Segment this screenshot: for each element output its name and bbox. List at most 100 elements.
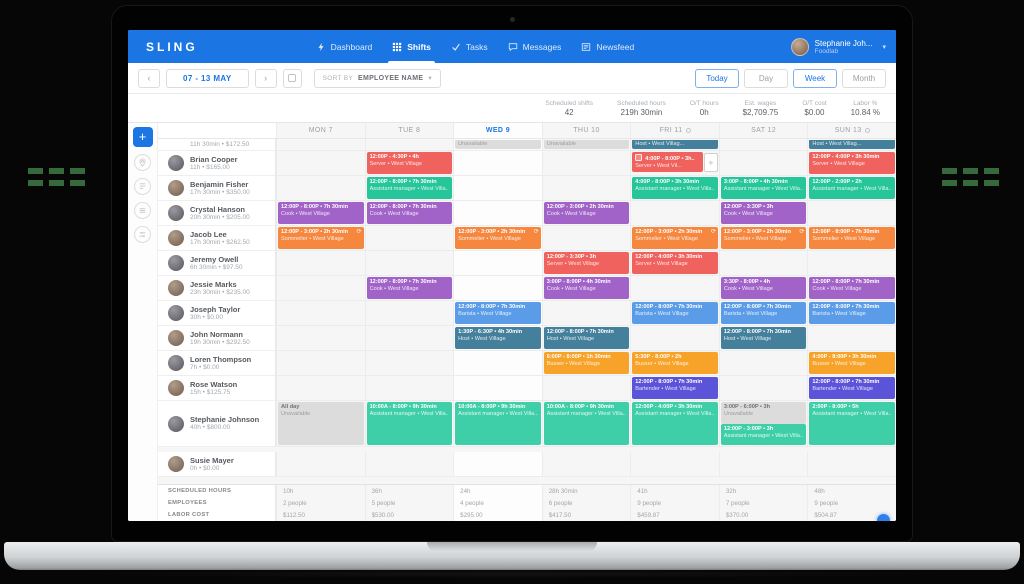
day-cell[interactable]: [276, 452, 365, 477]
user-menu[interactable]: Stephanie Joh... Foodlab ▾: [790, 37, 886, 56]
day-cell[interactable]: 12:00P - 8:00P • 7h 30min Assistant manag…: [364, 176, 454, 201]
day-cell[interactable]: [630, 452, 719, 477]
shift-chip[interactable]: 12:00P - 8:00P • 7h 30min Host • West Vil…: [720, 327, 807, 349]
day-cell[interactable]: 12:00P - 3:00P • 2h 30min Sommelier • Wes…: [630, 226, 719, 251]
day-cell[interactable]: [541, 176, 631, 201]
day-cell[interactable]: 12:00P - 4:30P • 4h Server • West Village: [364, 151, 454, 176]
shift-chip[interactable]: 12:00P - 3:30P • 3h Server • West Village: [543, 252, 630, 274]
day-cell[interactable]: [276, 276, 365, 301]
day-cell[interactable]: 12:00P - 8:00P • 7h 30min Cook • West Vil…: [364, 201, 454, 226]
shift-chip[interactable]: 12:00P - 8:00P • 7h 30min Cook • West Vil…: [278, 202, 364, 224]
day-cell[interactable]: 6:00P - 8:00P • 1h 30min Busser • West Vi…: [541, 351, 631, 376]
day-cell[interactable]: [453, 176, 542, 201]
day-cell[interactable]: [364, 376, 454, 401]
day-cell[interactable]: 10:00A - 8:00P • 9h 30min Assistant manag…: [541, 401, 631, 447]
shift-chip[interactable]: Unavailable: [543, 140, 630, 149]
day-cell[interactable]: 3:00P - 6:00P • 3h Unavailable 12:00P - 3:…: [718, 401, 808, 447]
shift-chip[interactable]: Host • West Villag...: [632, 140, 718, 149]
day-cell[interactable]: 3:30P - 8:00P • 4h Cook • West Village: [718, 276, 808, 301]
day-cell[interactable]: 12:00P - 3:00P • 2h 30min Sommelier • Wes…: [718, 226, 808, 251]
day-cell[interactable]: [453, 351, 542, 376]
day-cell[interactable]: [630, 201, 719, 226]
day-cell[interactable]: [276, 139, 365, 151]
sort-by-dropdown[interactable]: SORT BY EMPLOYEE NAME ▾: [313, 68, 441, 88]
employee-cell[interactable]: 11h 30min • $172.50: [158, 139, 276, 151]
shift-chip[interactable]: 3:00P - 8:00P • 4h 30min Cook • West Vill…: [543, 277, 630, 299]
nav-item-messages[interactable]: Messages: [508, 30, 561, 63]
day-cell[interactable]: 10:00A - 8:00P • 9h 30min Assistant manag…: [364, 401, 454, 447]
day-cell[interactable]: 3:00P - 8:00P • 4h 30min Assistant manage…: [718, 176, 808, 201]
shift-chip[interactable]: 12:00P - 8:00P • 7h 30min Barista • West …: [720, 302, 807, 324]
day-cell[interactable]: [453, 151, 542, 176]
shift-chip[interactable]: 12:00P - 3:00P • 2h 30min Sommelier • Wes…: [720, 227, 807, 249]
day-cell[interactable]: [718, 351, 808, 376]
day-cell[interactable]: 12:00P - 8:00P • 7h 30min Cook • West Vil…: [807, 276, 896, 301]
day-cell[interactable]: 4:00P - 8:00P • 3h 30min Assistant manage…: [630, 176, 719, 201]
day-cell[interactable]: [718, 139, 808, 151]
day-cell[interactable]: 5:30P - 8:00P • 2h Busser • West Village: [630, 351, 719, 376]
day-cell[interactable]: 12:00P - 4:00P • 3h 30min Assistant manag…: [630, 401, 719, 447]
shift-chip[interactable]: 12:00P - 4:00P • 3h 30min Assistant manag…: [632, 402, 718, 445]
shift-chip[interactable]: 3:00P - 6:00P • 3h Unavailable: [720, 402, 807, 424]
day-cell[interactable]: [541, 376, 631, 401]
day-cell[interactable]: 12:00P - 3:00P • 2h 30min Sommelier • Wes…: [276, 226, 365, 251]
day-cell[interactable]: 12:00P - 8:00P • 7h 30min Barista • West …: [718, 301, 808, 326]
shift-chip[interactable]: 5:30P - 8:00P • 2h Busser • West Village: [632, 352, 718, 374]
add-shift-button[interactable]: +: [132, 127, 153, 147]
chat-bubble-icon[interactable]: [877, 514, 890, 521]
shift-chip[interactable]: 3:00P - 8:00P • 4h 30min Assistant manage…: [720, 177, 807, 199]
day-header-fri-11[interactable]: FRI 11: [630, 123, 719, 138]
shift-chip[interactable]: 12:00P - 8:00P • 7h 30min Assistant manag…: [366, 177, 453, 199]
employee-cell[interactable]: Loren Thompson 7h • $0.00: [158, 351, 276, 376]
day-header-sat-12[interactable]: SAT 12: [718, 123, 808, 138]
location-pin-icon[interactable]: [134, 154, 151, 171]
day-cell[interactable]: Host • West Villag...: [807, 139, 896, 151]
view-button-month[interactable]: Month: [842, 68, 886, 88]
view-button-today[interactable]: Today: [695, 68, 739, 88]
day-cell[interactable]: 4:00P - 8:00P • 3h 30min Busser • West Vi…: [807, 351, 896, 376]
day-cell[interactable]: 12:00P - 8:00P • 7h 30min Cook • West Vil…: [276, 201, 365, 226]
day-cell[interactable]: [276, 176, 365, 201]
shift-chip[interactable]: 12:00P - 8:00P • 7h 30min Host • West Vil…: [543, 327, 630, 349]
day-cell[interactable]: [364, 226, 454, 251]
day-cell[interactable]: [541, 151, 631, 176]
shift-chip[interactable]: 12:00P - 3:00P • 2h 30min Sommelier • Wes…: [632, 227, 718, 249]
day-cell[interactable]: [453, 251, 542, 276]
shift-chip[interactable]: All day Unavailable: [278, 402, 364, 445]
shift-chip[interactable]: 4:00P - 8:00P • 3h.. Server • West Vil...: [632, 152, 703, 172]
shift-chip[interactable]: 4:00P - 8:00P • 3h 30min Busser • West Vi…: [809, 352, 895, 374]
shift-chip[interactable]: 12:00P - 8:00P • 7h 30min Barista • West …: [455, 302, 541, 324]
day-cell[interactable]: [807, 201, 896, 226]
day-cell[interactable]: 12:00P - 2:00P • 2h Assistant manager • W…: [807, 176, 896, 201]
shift-chip[interactable]: 1:30P - 6:30P • 4h 30min Host • West Vill…: [455, 327, 541, 349]
day-header-mon-7[interactable]: MON 7: [276, 123, 365, 138]
day-cell[interactable]: 12:00P - 4:00P • 3h 30min Server • West V…: [807, 151, 896, 176]
shift-chip[interactable]: 12:00P - 8:00P • 7h 30min Barista • West …: [809, 302, 895, 324]
day-cell[interactable]: [541, 301, 631, 326]
shift-chip[interactable]: 12:00P - 8:00P • 7h 30min Cook • West Vil…: [366, 202, 453, 224]
day-cell[interactable]: [630, 326, 719, 351]
next-week-button[interactable]: ›: [254, 68, 277, 88]
day-cell[interactable]: [630, 276, 719, 301]
day-cell[interactable]: 12:00P - 3:30P • 3h Server • West Village: [541, 251, 631, 276]
add-shift-inline-button[interactable]: +: [703, 153, 718, 172]
day-cell[interactable]: 12:00P - 8:00P • 7h 30min Host • West Vil…: [718, 326, 808, 351]
day-cell[interactable]: 12:00P - 8:00P • 7h 30min Bartender • Wes…: [630, 376, 719, 401]
day-cell[interactable]: [807, 452, 896, 477]
shift-chip[interactable]: 10:00A - 8:00P • 9h 30min Assistant manag…: [543, 402, 630, 445]
day-cell[interactable]: 12:00P - 3:00P • 2h 30min Cook • West Vil…: [541, 201, 631, 226]
employee-cell[interactable]: Jessie Marks 23h 30min • $235.00: [158, 276, 276, 301]
shift-chip[interactable]: Unavailable: [455, 140, 541, 149]
nav-item-shifts[interactable]: Shifts: [388, 30, 435, 63]
day-cell[interactable]: Unavailable: [541, 139, 631, 151]
nav-item-newsfeed[interactable]: Newsfeed: [581, 30, 634, 63]
day-cell[interactable]: 12:00P - 8:00P • 7h 30min Barista • West …: [807, 301, 896, 326]
employee-cell[interactable]: John Normann 19h 30min • $292.50: [158, 326, 276, 351]
day-cell[interactable]: [276, 301, 365, 326]
list-view-icon[interactable]: [134, 202, 151, 219]
employee-cell[interactable]: Jeremy Owell 6h 30min • $97.50: [158, 251, 276, 276]
day-cell[interactable]: [276, 351, 365, 376]
day-cell[interactable]: 12:00P - 8:00P • 7h 30min Sommelier • Wes…: [807, 226, 896, 251]
shift-chip[interactable]: 12:00P - 4:00P • 3h 30min Server • West V…: [632, 252, 718, 274]
day-cell[interactable]: [364, 139, 454, 151]
